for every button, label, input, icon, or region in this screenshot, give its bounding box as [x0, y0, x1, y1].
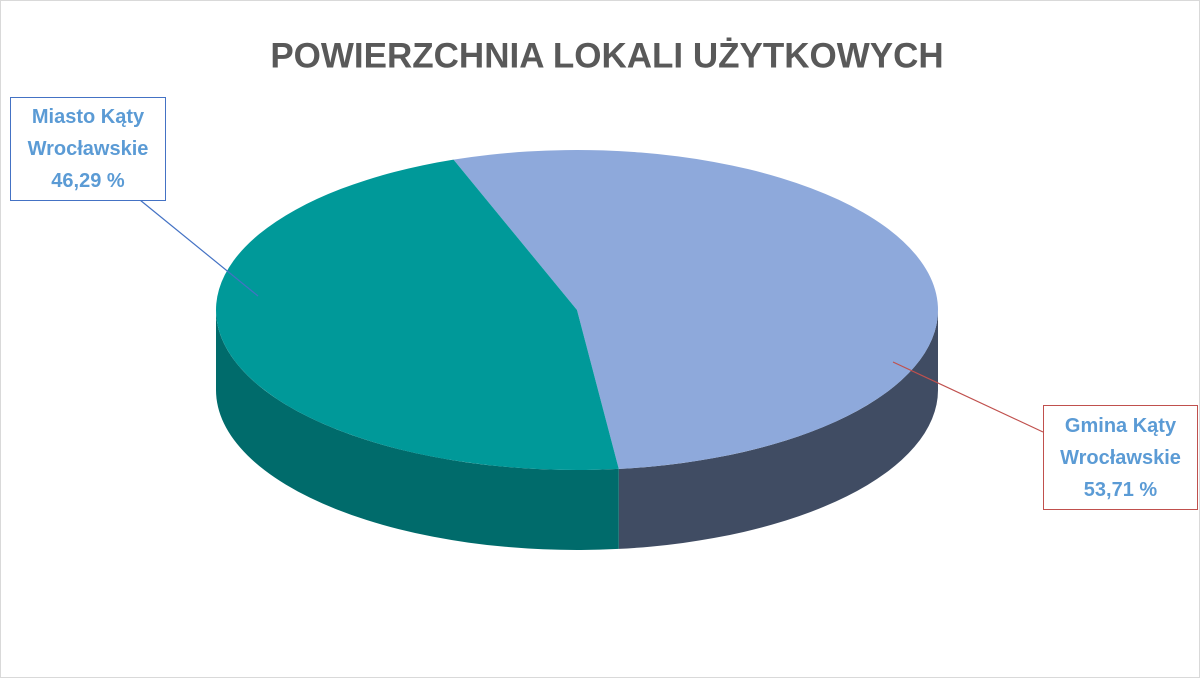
leader-line [892, 361, 1044, 433]
slice [453, 149, 939, 469]
slice-side [618, 310, 939, 549]
slice-side [216, 310, 619, 550]
label-value: 53,71 % [1083, 478, 1158, 501]
label-category: Gmina Kąty Wrocławskie [1060, 414, 1181, 469]
pie [216, 149, 939, 550]
label-category: Miasto Kąty Wrocławskie [27, 106, 149, 160]
chart-title: POWIERZCHNIA LOKALI UŻYTKOWYCH [270, 36, 943, 75]
leader-line [139, 199, 259, 297]
data-label: Miasto Kąty Wrocławskie 46,29 % [10, 97, 166, 201]
data-label: Gmina Kąty Wrocławskie 53,71 % [1043, 405, 1198, 510]
label-value: 46,29 % [51, 170, 125, 192]
slice [216, 159, 619, 471]
